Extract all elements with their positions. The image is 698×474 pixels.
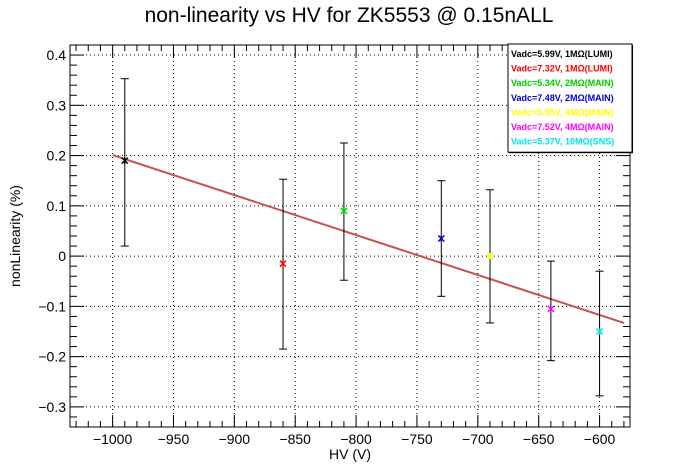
x-tick-label: −600: [584, 431, 616, 447]
legend-entry: Vadc=5.99V, 1MΩ(LUMI): [511, 49, 613, 59]
data-point: [437, 234, 445, 243]
legend-box: [507, 43, 633, 153]
legend-entry: Vadc=5.55V, 4MΩ(MAIN): [511, 107, 614, 117]
y-tick-label: 0.1: [47, 198, 67, 214]
x-tick-label: −800: [340, 431, 372, 447]
x-tick-label: −850: [279, 431, 311, 447]
data-point: [486, 252, 494, 260]
legend-entry: Vadc=5.37V, 10MΩ(SNS): [511, 137, 614, 147]
data-point: [547, 305, 555, 313]
x-tick-label: −750: [401, 431, 433, 447]
y-tick-label: −0.2: [38, 349, 66, 365]
data-point: [340, 207, 348, 215]
y-tick-label: −0.1: [38, 298, 66, 314]
legend-entry: Vadc=7.52V, 4MΩ(MAIN): [511, 122, 614, 132]
x-tick-label: −950: [158, 431, 190, 447]
x-tick-label: −900: [219, 431, 251, 447]
fit-line: [112, 154, 625, 324]
x-tick-label: −650: [523, 431, 555, 447]
legend-entry: Vadc=7.32V, 1MΩ(LUMI): [511, 64, 613, 74]
chart-title: non-linearity vs HV for ZK5553 @ 0.15nAL…: [144, 4, 554, 27]
x-axis-label: HV (V): [329, 446, 371, 462]
data-point: [596, 327, 604, 336]
legend-entry: Vadc=7.48V, 2MΩ(MAIN): [511, 93, 614, 103]
x-tick-label: −1000: [93, 431, 133, 447]
y-tick-label: 0: [58, 248, 66, 264]
x-tick-label: −700: [462, 431, 494, 447]
y-axis-label: nonLinearity (%): [7, 185, 23, 287]
y-tick-label: 0.3: [47, 97, 67, 113]
legend-entry: Vadc=5.34V, 2MΩ(MAIN): [511, 78, 614, 88]
y-tick-label: 0.4: [47, 47, 67, 63]
y-tick-label: −0.3: [38, 399, 66, 415]
y-tick-label: 0.2: [47, 148, 67, 164]
data-point: [121, 157, 129, 165]
data-point: [279, 260, 287, 268]
